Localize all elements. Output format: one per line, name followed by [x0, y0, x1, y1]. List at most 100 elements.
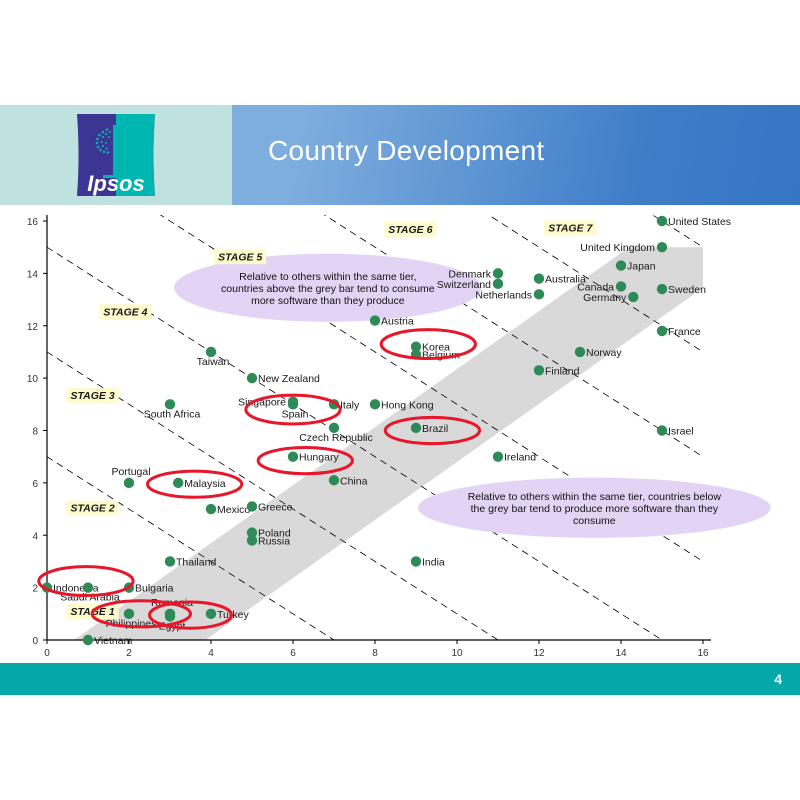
data-point-label: Hungary — [299, 452, 339, 464]
slide-footer — [0, 663, 800, 695]
data-point-marker — [369, 399, 381, 410]
highlight-ellipse — [256, 446, 354, 476]
callout-bubbles: Relative to others within the same tier,… — [174, 253, 771, 538]
data-point-label: Mexico — [217, 504, 250, 516]
data-point-marker — [205, 346, 217, 358]
data-point-label: Norway — [586, 347, 622, 359]
data-point-label: United Kingdom — [580, 242, 655, 254]
y-tick-label: 0 — [32, 636, 38, 647]
y-tick-label: 8 — [32, 427, 38, 438]
data-point-label: Switzerland — [437, 279, 491, 291]
data-point-label: Sweden — [668, 284, 706, 296]
tier-line-2 — [47, 351, 499, 640]
tier-line-6 — [487, 215, 703, 353]
stage-label-2: STAGE 2 — [71, 503, 115, 515]
data-point-marker — [410, 422, 422, 434]
data-point-label: South Africa — [144, 408, 201, 420]
highlight-ellipse — [145, 469, 244, 499]
data-point-label: Singapore — [238, 397, 286, 409]
data-point-label: Thailand — [176, 556, 216, 568]
callout-above — [174, 253, 482, 322]
header-right-panel — [232, 105, 800, 205]
data-point-marker — [246, 527, 258, 538]
data-point-marker — [287, 451, 299, 462]
data-point-marker — [123, 477, 135, 489]
x-tick-label: 14 — [615, 648, 627, 659]
chart-canvas: 0 2 4 6 8 10 12 14 16 0 2 4 6 8 10 12 14 16 Relative to o… — [27, 215, 771, 659]
data-point-marker — [615, 260, 627, 271]
data-point-marker — [533, 365, 545, 376]
y-tick-label: 16 — [27, 217, 39, 228]
scatter-chart: 0 2 4 6 8 10 12 14 16 0 2 4 6 8 10 12 14 16 Relative to o… — [0, 205, 800, 684]
data-point-marker — [492, 451, 504, 462]
data-point-marker — [656, 425, 668, 436]
callout-above-text: Relative to others within the same tier,… — [221, 271, 435, 307]
data-point-label: United States — [668, 216, 731, 228]
data-point-label: Italy — [340, 399, 360, 411]
data-point-marker — [492, 268, 504, 279]
data-point-label: Ireland — [504, 452, 536, 464]
data-point-marker — [628, 291, 639, 303]
data-point-label: Vietnam — [94, 635, 133, 647]
data-point-label: Spain — [282, 408, 309, 420]
highlight-ellipse — [90, 599, 193, 629]
highlight-ellipse — [148, 600, 233, 630]
stage-label-6: STAGE 6 — [388, 224, 432, 236]
data-point-label: Japan — [627, 261, 656, 273]
x-tick-label: 0 — [44, 648, 50, 659]
data-point-label: India — [422, 556, 445, 568]
data-point-label: China — [340, 475, 368, 487]
page-number: 4 — [774, 671, 782, 687]
data-point-marker — [656, 241, 668, 253]
data-point-label: Netherlands — [475, 289, 532, 301]
x-tick-label: 4 — [208, 648, 214, 659]
stage-label-bg-5 — [214, 249, 267, 265]
data-point-marker — [328, 422, 340, 434]
data-point-label: Turkey — [217, 609, 249, 621]
data-point-marker — [656, 283, 668, 295]
data-point-label: Hong Kong — [381, 399, 434, 411]
data-point-label: Austria — [381, 316, 414, 328]
highlight-ellipse — [37, 565, 135, 597]
data-points: United States United Kingdom Japan Canada Sw… — [41, 215, 731, 647]
data-point-label: Australia — [545, 274, 586, 286]
data-point-marker — [205, 503, 217, 515]
data-point-marker — [615, 281, 627, 292]
data-point-marker — [656, 215, 668, 227]
data-point-label: Brazil — [422, 423, 448, 435]
stage-label-4: STAGE 4 — [103, 306, 147, 318]
data-point-label: New Zealand — [258, 373, 320, 385]
data-point-marker — [533, 273, 545, 284]
data-point-label: Russia — [258, 535, 290, 547]
x-tick-label: 8 — [372, 648, 378, 659]
x-tick-label: 16 — [697, 648, 709, 659]
stage-label-7: STAGE 7 — [548, 222, 593, 234]
tier-line-3 — [47, 246, 663, 640]
data-point-label: Greece — [258, 501, 293, 513]
x-tick-label: 10 — [451, 648, 463, 659]
data-point-marker — [410, 341, 422, 352]
x-tick-label: 12 — [533, 648, 545, 659]
data-point-marker — [164, 399, 176, 410]
stage-label-3: STAGE 3 — [71, 390, 115, 402]
data-point-label: Canada — [577, 281, 614, 293]
y-tick-label: 2 — [32, 584, 38, 595]
y-tick-label: 12 — [27, 322, 39, 333]
y-tick-label: 10 — [27, 374, 39, 385]
page-title: Country Development — [268, 135, 545, 166]
data-point-marker — [533, 289, 545, 300]
data-point-label: Germany — [583, 292, 627, 304]
data-point-marker — [123, 608, 135, 620]
data-point-marker — [656, 325, 668, 337]
x-tick-label: 2 — [126, 648, 132, 659]
tier-line-5 — [323, 215, 703, 458]
data-point-label: France — [668, 326, 701, 338]
data-point-label: Taiwan — [197, 356, 230, 368]
stage-label-5: STAGE 5 — [218, 251, 262, 263]
stage-label-bg-4 — [99, 304, 152, 320]
stage-label-bg-2 — [66, 500, 119, 516]
highlight-ellipses — [37, 328, 482, 630]
data-point-marker — [574, 346, 586, 358]
